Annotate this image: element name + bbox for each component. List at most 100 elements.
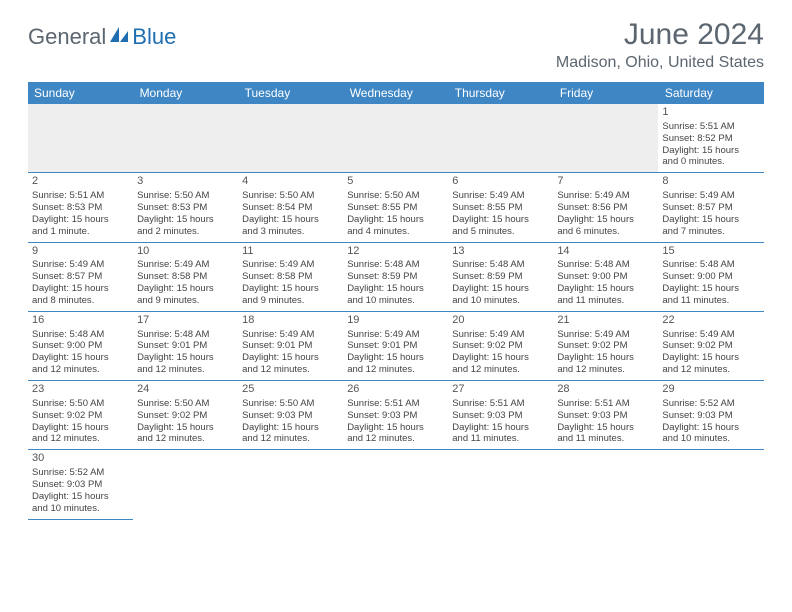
day-info-line: Sunset: 9:02 PM <box>452 340 549 352</box>
day-info-line: Sunset: 8:58 PM <box>137 271 234 283</box>
day-cell: 3Sunrise: 5:50 AMSunset: 8:53 PMDaylight… <box>133 173 238 242</box>
day-info-line: Daylight: 15 hours <box>347 422 444 434</box>
day-info-line: Sunrise: 5:48 AM <box>557 259 654 271</box>
day-info-line: and 10 minutes. <box>662 433 759 445</box>
day-number: 24 <box>137 383 234 397</box>
day-info-line: and 11 minutes. <box>452 433 549 445</box>
logo: General Blue <box>28 24 176 50</box>
weekday-header: Friday <box>553 82 658 104</box>
empty-cell <box>448 104 553 173</box>
day-info-line: Sunset: 8:56 PM <box>557 202 654 214</box>
day-cell: 21Sunrise: 5:49 AMSunset: 9:02 PMDayligh… <box>553 311 658 380</box>
day-info-line: Sunrise: 5:48 AM <box>662 259 759 271</box>
day-cell: 6Sunrise: 5:49 AMSunset: 8:55 PMDaylight… <box>448 173 553 242</box>
day-info-line: and 4 minutes. <box>347 226 444 238</box>
day-info-line: and 0 minutes. <box>662 156 759 168</box>
day-info-line: Daylight: 15 hours <box>662 283 759 295</box>
day-number: 29 <box>662 383 759 397</box>
day-info-line: Daylight: 15 hours <box>557 214 654 226</box>
day-info-line: Daylight: 15 hours <box>32 352 129 364</box>
day-info-line: Sunset: 8:54 PM <box>242 202 339 214</box>
calendar-table: SundayMondayTuesdayWednesdayThursdayFrid… <box>28 82 764 520</box>
day-cell: 8Sunrise: 5:49 AMSunset: 8:57 PMDaylight… <box>658 173 763 242</box>
day-info-line: Sunset: 9:02 PM <box>662 340 759 352</box>
day-info-line: and 12 minutes. <box>137 433 234 445</box>
day-info-line: Sunset: 9:01 PM <box>242 340 339 352</box>
day-number: 28 <box>557 383 654 397</box>
day-info-line: Sunset: 9:03 PM <box>347 410 444 422</box>
empty-cell <box>28 104 133 173</box>
day-info-line: Daylight: 15 hours <box>242 352 339 364</box>
day-cell: 4Sunrise: 5:50 AMSunset: 8:54 PMDaylight… <box>238 173 343 242</box>
day-info-line: Sunset: 9:03 PM <box>452 410 549 422</box>
day-info-line: Sunset: 9:01 PM <box>137 340 234 352</box>
day-info-line: Sunset: 8:58 PM <box>242 271 339 283</box>
day-info-line: and 6 minutes. <box>557 226 654 238</box>
logo-text-general: General <box>28 24 106 50</box>
day-cell: 5Sunrise: 5:50 AMSunset: 8:55 PMDaylight… <box>343 173 448 242</box>
day-info-line: and 3 minutes. <box>242 226 339 238</box>
empty-cell <box>343 450 448 519</box>
day-info-line: Sunrise: 5:49 AM <box>347 329 444 341</box>
day-number: 5 <box>347 175 444 189</box>
day-info-line: Sunrise: 5:49 AM <box>137 259 234 271</box>
day-cell: 16Sunrise: 5:48 AMSunset: 9:00 PMDayligh… <box>28 311 133 380</box>
day-info-line: and 12 minutes. <box>32 433 129 445</box>
day-info-line: Sunset: 8:55 PM <box>347 202 444 214</box>
empty-cell <box>133 450 238 519</box>
day-info-line: Sunrise: 5:49 AM <box>662 329 759 341</box>
day-info-line: Sunrise: 5:51 AM <box>32 190 129 202</box>
day-number: 19 <box>347 314 444 328</box>
day-info-line: Sunrise: 5:49 AM <box>557 190 654 202</box>
title-block: June 2024 Madison, Ohio, United States <box>556 18 764 72</box>
day-cell: 29Sunrise: 5:52 AMSunset: 9:03 PMDayligh… <box>658 381 763 450</box>
empty-cell <box>238 104 343 173</box>
day-number: 3 <box>137 175 234 189</box>
day-info-line: and 9 minutes. <box>242 295 339 307</box>
empty-cell <box>238 450 343 519</box>
day-info-line: Daylight: 15 hours <box>137 352 234 364</box>
day-number: 22 <box>662 314 759 328</box>
day-info-line: Sunrise: 5:49 AM <box>32 259 129 271</box>
day-info-line: Daylight: 15 hours <box>242 422 339 434</box>
weekday-header: Tuesday <box>238 82 343 104</box>
day-info-line: Sunset: 9:00 PM <box>662 271 759 283</box>
weekday-header: Wednesday <box>343 82 448 104</box>
day-info-line: Sunset: 9:00 PM <box>557 271 654 283</box>
day-number: 2 <box>32 175 129 189</box>
day-number: 15 <box>662 245 759 259</box>
day-info-line: Daylight: 15 hours <box>32 491 129 503</box>
day-info-line: Sunrise: 5:48 AM <box>347 259 444 271</box>
day-info-line: Sunrise: 5:50 AM <box>242 398 339 410</box>
day-info-line: Daylight: 15 hours <box>452 352 549 364</box>
day-info-line: Daylight: 15 hours <box>452 214 549 226</box>
day-info-line: Sunset: 8:59 PM <box>452 271 549 283</box>
day-info-line: Sunrise: 5:50 AM <box>32 398 129 410</box>
day-cell: 12Sunrise: 5:48 AMSunset: 8:59 PMDayligh… <box>343 242 448 311</box>
day-info-line: Daylight: 15 hours <box>137 214 234 226</box>
day-info-line: Daylight: 15 hours <box>662 422 759 434</box>
empty-cell <box>553 104 658 173</box>
day-info-line: Sunset: 9:03 PM <box>242 410 339 422</box>
day-info-line: Daylight: 15 hours <box>137 422 234 434</box>
day-info-line: and 5 minutes. <box>452 226 549 238</box>
day-info-line: Sunrise: 5:49 AM <box>452 329 549 341</box>
day-info-line: Sunrise: 5:50 AM <box>347 190 444 202</box>
day-info-line: Sunrise: 5:52 AM <box>662 398 759 410</box>
empty-cell <box>448 450 553 519</box>
day-info-line: and 2 minutes. <box>137 226 234 238</box>
day-info-line: Sunset: 9:01 PM <box>347 340 444 352</box>
day-info-line: and 12 minutes. <box>662 364 759 376</box>
day-cell: 9Sunrise: 5:49 AMSunset: 8:57 PMDaylight… <box>28 242 133 311</box>
day-number: 18 <box>242 314 339 328</box>
day-number: 27 <box>452 383 549 397</box>
day-info-line: and 12 minutes. <box>242 433 339 445</box>
day-info-line: Sunset: 9:03 PM <box>557 410 654 422</box>
calendar-body: 1Sunrise: 5:51 AMSunset: 8:52 PMDaylight… <box>28 104 764 519</box>
day-cell: 20Sunrise: 5:49 AMSunset: 9:02 PMDayligh… <box>448 311 553 380</box>
day-info-line: Sunset: 9:03 PM <box>662 410 759 422</box>
day-number: 20 <box>452 314 549 328</box>
day-info-line: Sunrise: 5:52 AM <box>32 467 129 479</box>
day-number: 25 <box>242 383 339 397</box>
day-info-line: and 12 minutes. <box>557 364 654 376</box>
